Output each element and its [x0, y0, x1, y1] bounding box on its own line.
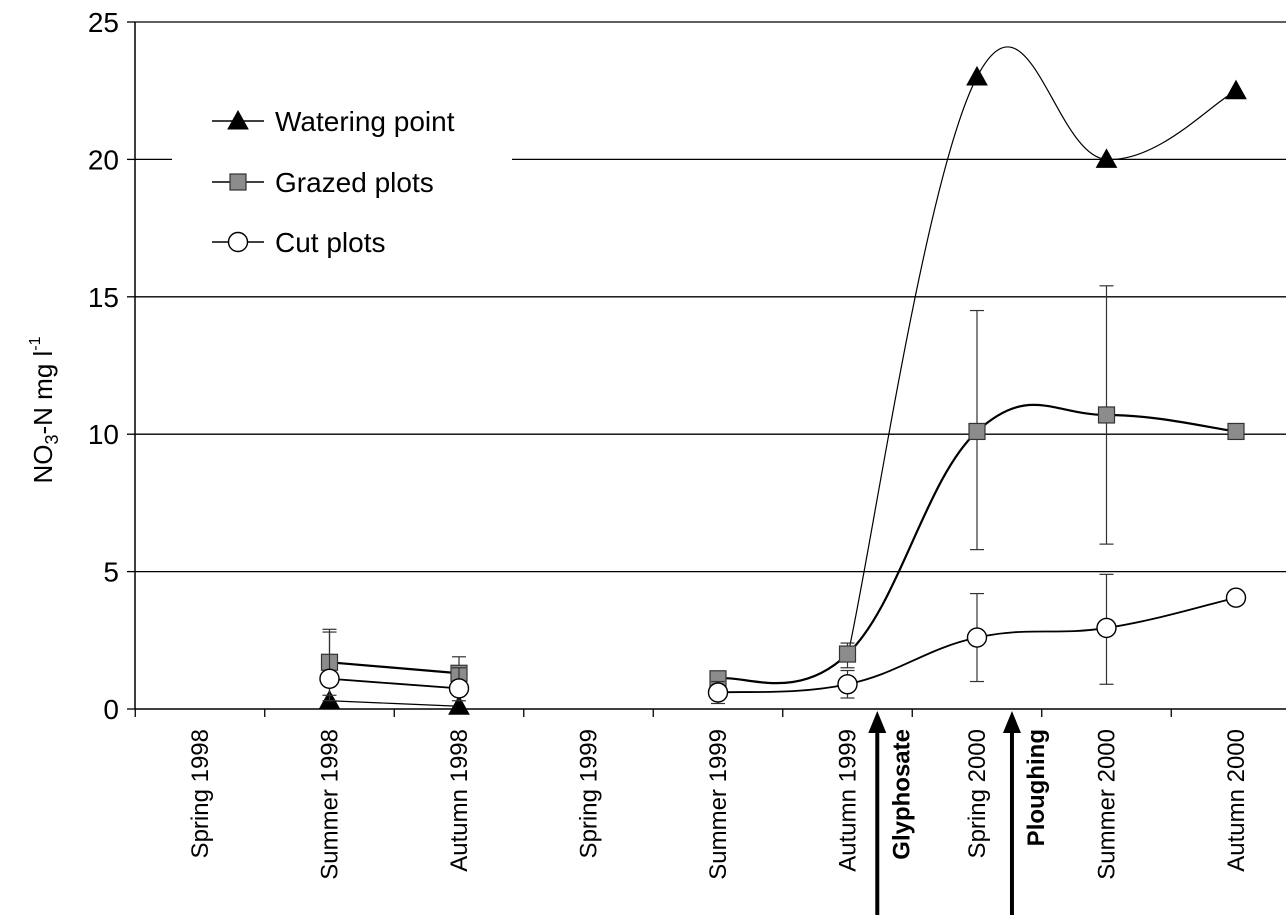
data-point	[968, 422, 986, 441]
data-point	[1225, 79, 1247, 100]
gridlines	[135, 21, 1286, 573]
annotations: Glyphosate Ploughing	[868, 711, 1050, 915]
legend-item: Cut plots	[212, 227, 386, 258]
data-point	[1095, 148, 1118, 168]
x-tick-label: Autumn 2000	[1223, 729, 1250, 872]
annotation-ploughing: Ploughing	[1002, 711, 1050, 915]
legend: Watering point Grazed plots Cut plots	[212, 106, 455, 258]
y-tick-label: 25	[88, 7, 119, 38]
data-point	[1097, 406, 1116, 424]
legend-label: Grazed plots	[275, 167, 434, 198]
axes: 0 5 10 15 20 25 Spring 1998 Summer 1998 Autumn 1…	[88, 7, 1286, 880]
legend-marker	[227, 109, 249, 130]
series-watering-point	[318, 46, 1247, 715]
annotation-glyphosate: Glyphosate	[868, 711, 915, 915]
x-tick-label: Summer 1998	[317, 729, 344, 880]
y-axis-label: NO3-N mg l-1	[27, 336, 62, 483]
annotation-label: Glyphosate	[888, 729, 915, 860]
y-tick-label: 5	[103, 557, 119, 588]
legend-item: Grazed plots	[212, 167, 434, 198]
data-point	[1096, 617, 1117, 639]
data-point	[1227, 422, 1245, 441]
annotation-arrowhead	[1002, 711, 1021, 733]
series-line	[717, 403, 1237, 685]
x-tick-label: Spring 2000	[964, 729, 991, 858]
series-line	[329, 677, 460, 690]
legend-marker	[227, 231, 249, 253]
data-point	[1225, 587, 1247, 608]
x-tick-label: Autumn 1998	[446, 729, 473, 872]
x-tick-label: Autumn 1999	[835, 729, 862, 872]
legend-label: Cut plots	[275, 227, 386, 258]
annotation-label: Ploughing	[1023, 729, 1050, 846]
y-tick-label: 15	[88, 282, 119, 313]
data-point	[707, 682, 729, 703]
series-line	[329, 661, 460, 675]
data-point	[966, 65, 988, 86]
data-point	[837, 674, 858, 695]
data-point	[448, 695, 470, 715]
legend-label: Watering point	[275, 106, 455, 137]
legend-marker	[229, 173, 247, 191]
y-tick-label: 20	[88, 144, 119, 175]
data-point	[448, 678, 470, 699]
x-tick-label: Spring 1998	[187, 729, 214, 858]
x-tick-label: Spring 1999	[576, 729, 603, 858]
y-tick-label: 10	[88, 419, 119, 450]
series-line	[329, 700, 460, 707]
legend-item: Watering point	[212, 106, 455, 137]
series-layer	[318, 46, 1247, 715]
series-line	[846, 46, 1237, 657]
data-point	[838, 645, 857, 663]
data-point	[966, 627, 988, 648]
x-tick-label: Summer 1999	[705, 729, 732, 880]
annotation-arrowhead	[868, 711, 887, 733]
y-tick-label: 0	[103, 694, 119, 725]
series-cut-plots	[319, 573, 1247, 705]
x-tick-label: Summer 2000	[1094, 729, 1121, 880]
data-point	[319, 668, 340, 689]
